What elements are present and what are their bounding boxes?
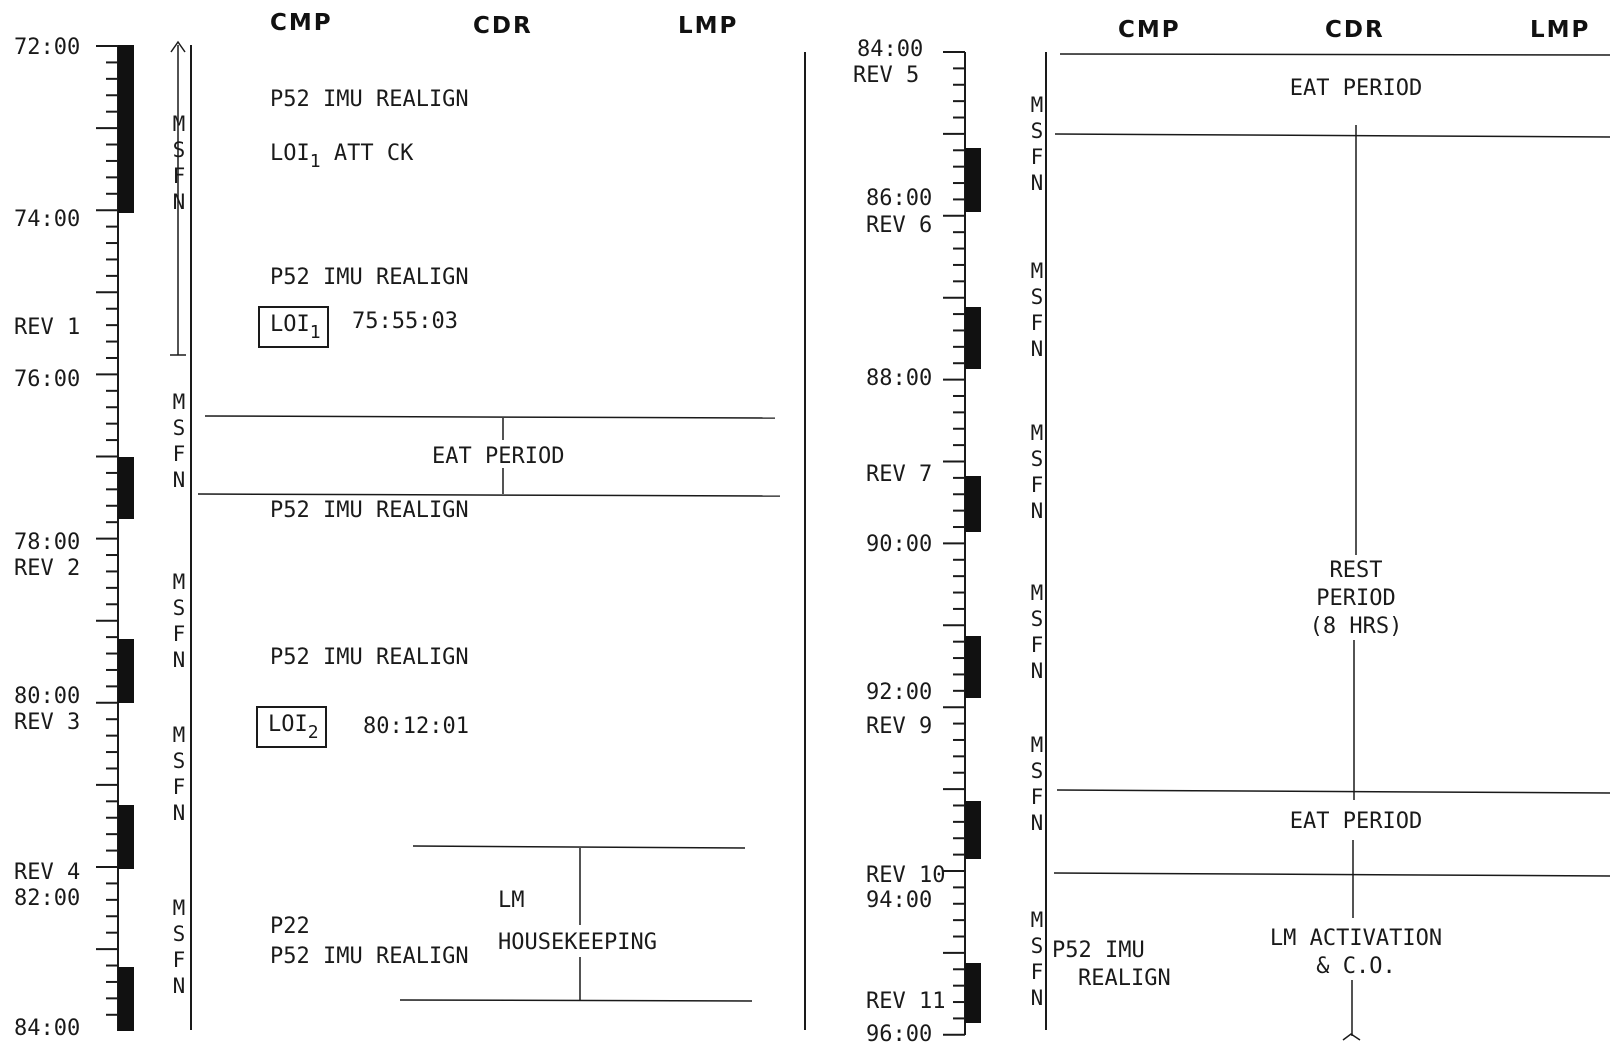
- activity-eat-period: EAT PERIOD: [1289, 76, 1423, 101]
- loi-label: LOI: [268, 712, 308, 737]
- activity-p52-imu-realign: REALIGN: [1078, 966, 1171, 991]
- activity-lm: LM: [498, 888, 525, 913]
- comm-block: [965, 963, 981, 1023]
- right-time-label: REV 5: [853, 63, 920, 88]
- activity-rest-period-line: (8 HRS): [1309, 614, 1403, 639]
- activity-rest-period-line: PERIOD: [1316, 586, 1396, 611]
- right-eat-a-bottom-line: [1054, 133, 1610, 138]
- right-header-cdr: CDR: [1325, 17, 1385, 43]
- activity-p52-imu-realign: P52 IMU: [1052, 938, 1145, 963]
- time-axis-right: [943, 51, 966, 1036]
- left-msfn-arrowhead: [170, 40, 186, 53]
- right-time-label: REV 6: [866, 213, 933, 238]
- loi1-burn-time: 75:55:03: [352, 309, 458, 334]
- left-time-label: REV 3: [14, 710, 81, 735]
- left-lm-top-line: [412, 845, 746, 849]
- activity-rest-period-line: REST: [1329, 558, 1383, 583]
- right-time-label: REV 9: [866, 714, 933, 739]
- activity-loi1-att-ck: LOI1 ATT CK: [270, 141, 414, 171]
- activity-p52-imu-realign: P52 IMU REALIGN: [270, 265, 469, 290]
- left-time-label: 74:00: [14, 207, 81, 232]
- loi-subscript: 2: [307, 722, 319, 743]
- left-time-label: 78:00: [14, 530, 81, 555]
- comm-block: [965, 148, 981, 212]
- activity-p52-imu-realign: P52 IMU REALIGN: [270, 87, 469, 112]
- left-time-label: REV 1: [14, 315, 81, 340]
- activity-p52-imu-realign: P52 IMU REALIGN: [270, 498, 469, 523]
- right-time-label: 88:00: [866, 366, 933, 391]
- right-time-label: 96:00: [866, 1022, 933, 1047]
- right-time-label: 92:00: [866, 680, 933, 705]
- activity-lm-activation-line: LM ACTIVATION: [1269, 926, 1443, 951]
- comm-blocks: [118, 45, 981, 1031]
- time-axis-left: [96, 45, 119, 1031]
- left-lm-bottom-line: [399, 999, 753, 1002]
- activity-eat-period: EAT PERIOD: [432, 444, 565, 469]
- right-time-label: 84:00: [857, 37, 924, 62]
- activity-p22: P22: [270, 914, 310, 939]
- att-ck-label: ATT CK: [320, 141, 414, 166]
- comm-block: [118, 967, 134, 1031]
- loi2-burn-time: 80:12:01: [363, 714, 469, 739]
- comm-block: [118, 639, 134, 703]
- comm-block: [965, 636, 981, 698]
- right-time-label: REV 7: [866, 462, 933, 487]
- left-header-lmp: LMP: [678, 13, 739, 39]
- right-time-label: REV 11: [866, 989, 946, 1014]
- activity-housekeeping: HOUSEKEEPING: [498, 930, 657, 955]
- comm-block: [965, 307, 981, 369]
- comm-block: [965, 476, 981, 532]
- right-time-label: 90:00: [866, 532, 933, 557]
- left-time-label: REV 2: [14, 556, 81, 581]
- left-eat-bottom-line: [197, 493, 781, 497]
- activity-p52-imu-realign: P52 IMU REALIGN: [270, 944, 469, 969]
- loi-label: LOI: [270, 141, 310, 166]
- left-time-label: 84:00: [14, 1016, 81, 1041]
- loi1-burn-box: LOI1: [258, 306, 329, 348]
- right-top-line: [1059, 53, 1610, 56]
- right-time-label: 94:00: [866, 888, 933, 913]
- activity-eat-period: EAT PERIOD: [1289, 809, 1423, 834]
- left-time-label: 76:00: [14, 367, 81, 392]
- loi-subscript: 1: [309, 151, 321, 172]
- left-time-label: REV 4: [14, 860, 81, 885]
- left-time-label: 72:00: [14, 35, 81, 60]
- right-header-lmp: LMP: [1530, 17, 1591, 43]
- comm-block: [965, 801, 981, 859]
- right-header-cmp: CMP: [1118, 17, 1181, 43]
- right-continuation-arrow: [1342, 1033, 1361, 1041]
- comm-block: [118, 45, 134, 213]
- comm-block: [118, 457, 134, 519]
- left-time-label: 82:00: [14, 886, 81, 911]
- activity-lm-activation-line: & C.O.: [1316, 954, 1396, 979]
- right-time-label: 86:00: [866, 186, 933, 211]
- right-eat-b-bottom-line: [1053, 872, 1610, 877]
- comm-block: [118, 805, 134, 869]
- loi-subscript: 1: [309, 322, 321, 343]
- left-header-cmp: CMP: [270, 10, 333, 36]
- activity-p52-imu-realign: P52 IMU REALIGN: [270, 645, 469, 670]
- left-time-label: 80:00: [14, 684, 81, 709]
- right-eat-b-top-line: [1056, 789, 1610, 794]
- loi-label: LOI: [270, 312, 310, 337]
- left-eat-top-line: [204, 415, 776, 419]
- loi2-burn-box: LOI2: [256, 706, 327, 748]
- right-time-label: REV 10: [866, 863, 946, 888]
- left-header-cdr: CDR: [473, 13, 533, 39]
